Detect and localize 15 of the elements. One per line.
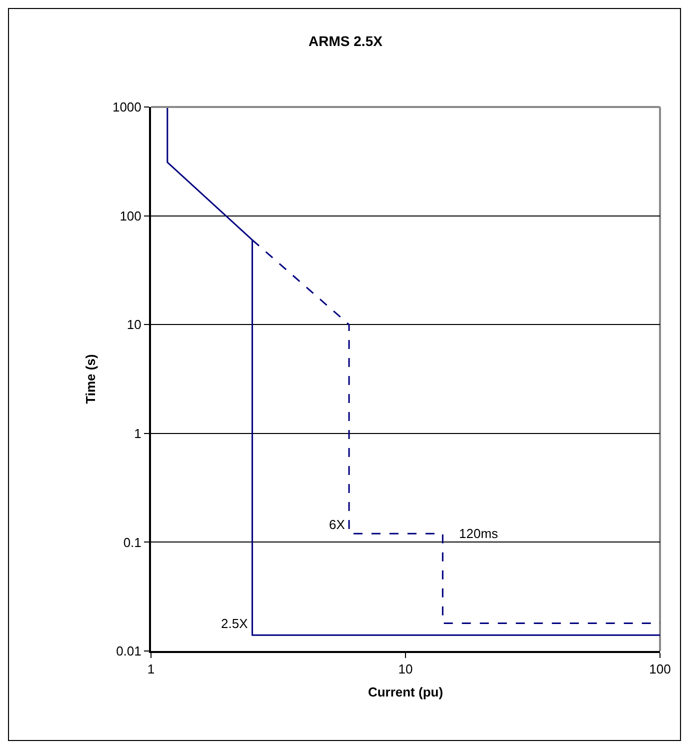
x-tick-label: 1 — [147, 662, 155, 677]
y-tick-label: 100 — [120, 208, 142, 224]
y-tick-label: 1000 — [112, 100, 142, 115]
annotation: 6X — [329, 517, 346, 532]
y-axis-title: Time (s) — [82, 354, 98, 404]
annotation: 120ms — [459, 526, 499, 541]
x-tick-label: 100 — [649, 662, 671, 677]
y-tick-label: 0.01 — [116, 644, 142, 659]
annotation: 2.5X — [221, 616, 248, 631]
chart-title: ARMS 2.5X — [308, 33, 384, 50]
x-axis-title: Current (pu) — [368, 684, 444, 700]
y-tick-label: 0.1 — [123, 534, 142, 550]
y-tick-label: 10 — [126, 317, 142, 332]
y-tick-label: 1 — [134, 426, 142, 441]
x-tick-label: 10 — [398, 662, 413, 677]
